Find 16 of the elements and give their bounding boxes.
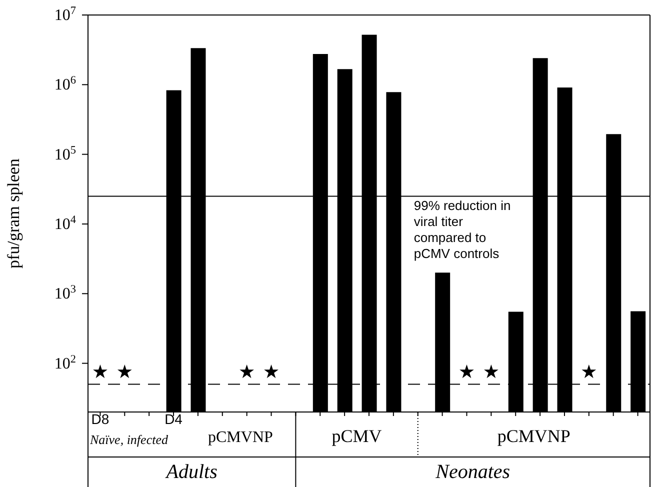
y-tick-label: 10$^{3}$ bbox=[54, 284, 76, 303]
y-tick-label: 10$^{6}$ bbox=[54, 74, 76, 94]
text: pCMV bbox=[330, 426, 383, 447]
text: pCMVNP bbox=[496, 426, 572, 447]
text: Adults bbox=[164, 461, 218, 484]
x-tick-label: D8 bbox=[91, 410, 110, 427]
text: Naïve, infected bbox=[90, 432, 168, 447]
y-tick-label: 10$^{2}$ bbox=[54, 353, 76, 372]
text: pCMVNP bbox=[208, 429, 274, 447]
text: Neonates bbox=[434, 461, 512, 484]
annotation: 99% reduction in viral titer compared to pCMV controls bbox=[414, 198, 512, 262]
y-tick-label: 10$^{7}$ bbox=[54, 5, 76, 24]
y-tick-label: 10$^{5}$ bbox=[54, 144, 76, 164]
y-axis-title: pfu/gram spleen bbox=[4, 158, 24, 268]
y-tick-label: 10$^{4}$ bbox=[54, 214, 76, 233]
x-tick-label: D4 bbox=[164, 410, 183, 427]
